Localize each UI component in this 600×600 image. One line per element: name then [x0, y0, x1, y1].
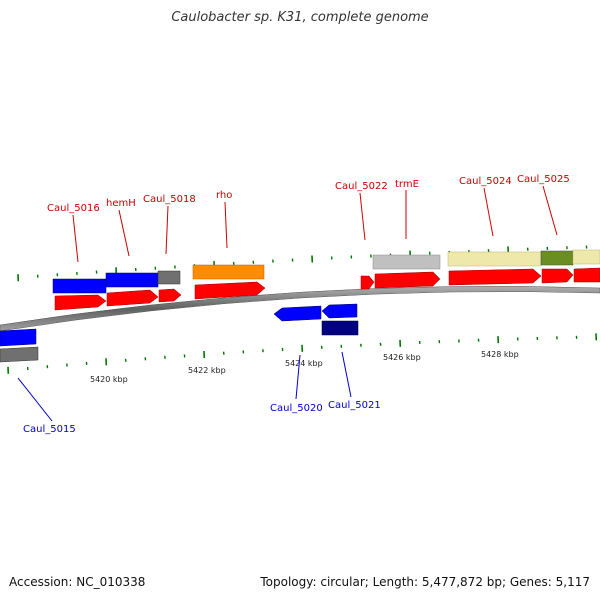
gene-labels: Caul_5016 hemH Caul_5018 rho Caul_5022 t… [23, 174, 570, 435]
label-trme[interactable]: trmE [395, 179, 419, 190]
gene-bar-trme[interactable] [372, 254, 441, 270]
gene-bar-hemh[interactable] [105, 272, 159, 288]
gene-bar-caul-5015[interactable] [0, 328, 37, 347]
genome-stats-text: Topology: circular; Length: 5,477,872 bp… [260, 575, 590, 589]
cds-arrow-trme[interactable] [374, 271, 441, 289]
label-caul-5021[interactable]: Caul_5021 [328, 400, 381, 411]
plus-strand-gene-bars [52, 249, 600, 294]
scale-label-5420: 5420 kbp [90, 375, 128, 384]
leader-rho [224, 201, 228, 249]
genome-backbone [0, 286, 600, 332]
cds-arrow-caul-5025[interactable] [541, 268, 574, 284]
leader-hemh [118, 209, 130, 257]
gene-bar-caul-5021-navy[interactable] [321, 320, 359, 336]
label-caul-5020[interactable]: Caul_5020 [270, 403, 323, 414]
scale-label-5424: 5424 kbp [285, 359, 323, 368]
cds-arrow-caul-5018[interactable] [158, 288, 182, 303]
minus-strand-genes [0, 303, 359, 363]
scale-label-5426: 5426 kbp [383, 353, 421, 362]
gene-bar-rho[interactable] [192, 264, 265, 280]
leader-caul-5016 [72, 214, 79, 263]
gene-arrow-caul-5020[interactable] [273, 305, 322, 322]
leader-caul-5025 [542, 185, 558, 236]
label-caul-5024[interactable]: Caul_5024 [459, 176, 512, 187]
cds-arrow-caul-5024[interactable] [448, 268, 542, 286]
cds-arrow-hemh[interactable] [106, 289, 159, 307]
label-rho[interactable]: rho [216, 190, 232, 201]
cds-arrow-next[interactable] [573, 267, 600, 283]
label-caul-5016[interactable]: Caul_5016 [47, 203, 100, 214]
label-caul-5025[interactable]: Caul_5025 [517, 174, 570, 185]
gene-bar-caul-5025[interactable] [540, 250, 574, 266]
leader-caul-5020 [295, 354, 301, 400]
label-leaders [17, 185, 558, 422]
cds-arrow-caul-5016[interactable] [54, 294, 107, 311]
map-title: Caulobacter sp. K31, complete genome [171, 10, 429, 25]
scale-label-5422: 5422 kbp [188, 366, 226, 375]
label-caul-5015[interactable]: Caul_5015 [23, 424, 76, 435]
leader-caul-5018 [165, 205, 169, 255]
leader-caul-5022 [359, 192, 366, 241]
inner-scale-ticks [7, 333, 598, 374]
gene-bar-caul-5018[interactable] [157, 270, 181, 285]
leader-caul-5021 [341, 351, 352, 398]
plus-strand-cds-arrows [54, 267, 600, 311]
label-hemh[interactable]: hemH [106, 198, 136, 209]
gene-arrow-caul-5021[interactable] [321, 303, 358, 319]
gene-bar-caul-5015-gray[interactable] [0, 346, 39, 363]
leader-caul-5024 [483, 187, 494, 237]
gene-bar-caul-5024[interactable] [447, 251, 542, 267]
cds-arrow-caul-5022[interactable] [360, 275, 375, 290]
label-caul-5018[interactable]: Caul_5018 [143, 194, 196, 205]
accession-text: Accession: NC_010338 [9, 575, 146, 589]
gene-bar-caul-5016[interactable] [52, 278, 107, 294]
cds-arrow-rho[interactable] [194, 281, 266, 300]
leader-caul-5015 [17, 377, 53, 422]
label-caul-5022[interactable]: Caul_5022 [335, 181, 388, 192]
gene-bar-next[interactable] [572, 249, 600, 265]
scale-label-5428: 5428 kbp [481, 350, 519, 359]
